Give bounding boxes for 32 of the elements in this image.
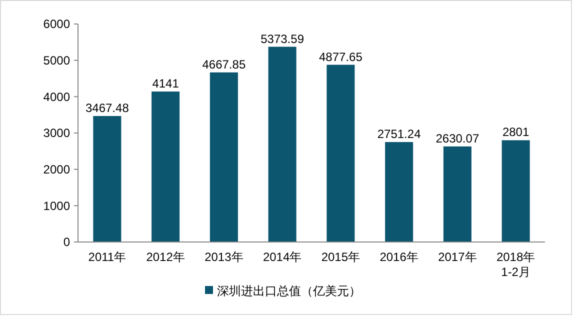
bar [152,92,180,242]
x-tick-label: 2015年 [321,250,360,264]
bar [93,116,122,242]
x-tick-label: 2011年 [88,250,126,264]
bar [268,46,296,242]
y-tick-label: 4000 [43,90,70,104]
bar [326,64,355,242]
y-tick-label: 0 [63,235,70,250]
x-tick-label: 2016年 [380,250,418,264]
data-label: 5373.59 [260,32,304,46]
data-label: 2630.07 [436,131,480,146]
y-tick-label: 1000 [43,198,70,213]
x-tick-label: 2012年 [146,250,185,264]
data-label: 3467.48 [85,101,130,116]
bar [502,140,530,242]
data-label: 4141 [152,76,180,91]
bar [210,72,238,242]
x-tick-label: 2018年 1-2月 [496,250,536,279]
x-tick-label: 2014年 [262,250,302,264]
y-tick-label: 6000 [43,17,70,32]
y-tick-label: 5000 [43,54,70,68]
legend-label: 深圳进出口总值（亿美元） [217,284,361,298]
data-label: 2751.24 [377,127,422,142]
data-label: 4667.85 [202,57,246,72]
bar [385,142,414,242]
y-tick-label: 3000 [43,126,70,140]
x-tick-label: 2017年 [438,250,477,264]
bar [443,146,472,242]
data-label: 2801 [502,125,530,140]
data-label: 4877.65 [318,50,363,64]
x-tick-label: 2013年 [204,250,244,264]
y-tick-label: 2000 [43,162,70,177]
